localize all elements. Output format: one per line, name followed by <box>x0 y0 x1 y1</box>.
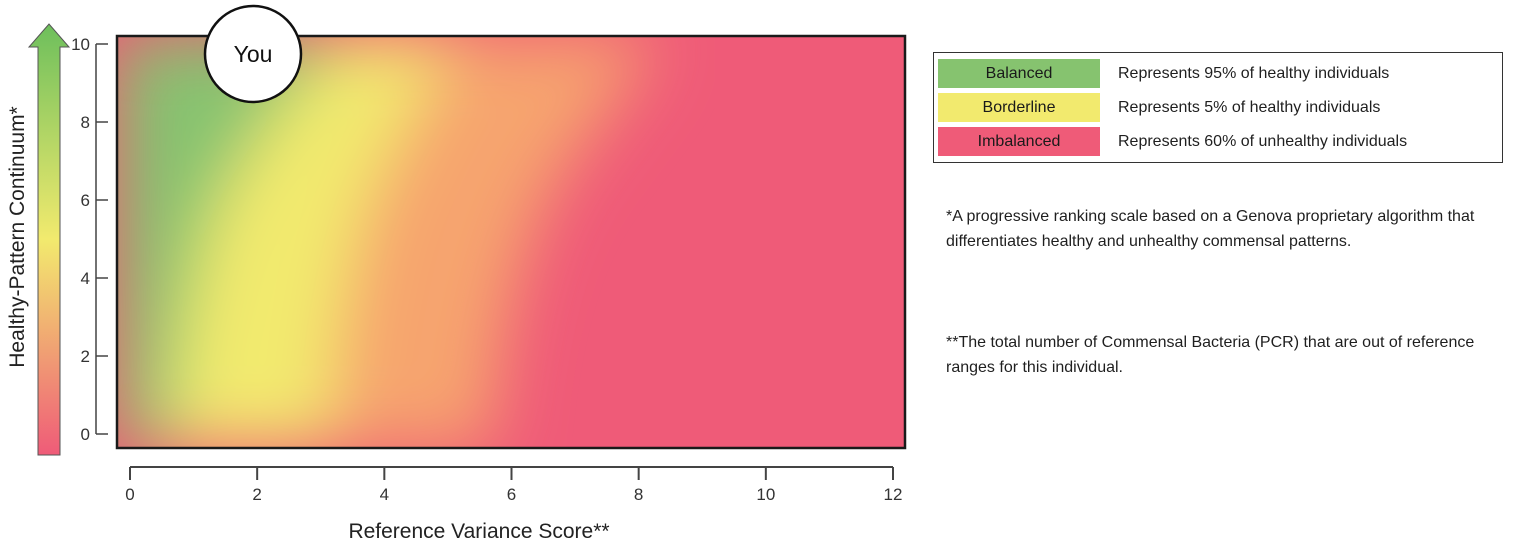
x-axis: 0 2 4 6 8 10 12 <box>125 466 903 504</box>
you-marker-label: You <box>234 41 273 67</box>
legend-row-balanced: Balanced Represents 95% of healthy indiv… <box>938 57 1498 90</box>
you-marker[interactable]: You <box>203 4 303 104</box>
x-tick-label: 12 <box>884 485 903 504</box>
x-tick-label: 4 <box>380 485 389 504</box>
x-tick-label: 6 <box>507 485 516 504</box>
x-tick-label: 8 <box>634 485 643 504</box>
legend-desc-imbalanced: Represents 60% of unhealthy individuals <box>1118 132 1408 150</box>
x-axis-title: Reference Variance Score** <box>348 520 609 543</box>
y-tick-label: 10 <box>71 35 90 54</box>
footnote-healthy-pattern: *A progressive ranking scale based on a … <box>946 208 1475 250</box>
y-tick-label: 4 <box>81 269 90 288</box>
y-tick-label: 8 <box>81 113 90 132</box>
chart: 0 2 4 6 8 10 0 2 4 6 8 10 12 Reference Variance Sco… <box>6 4 907 543</box>
legend-swatch-imbalanced: Imbalanced <box>938 127 1100 156</box>
x-tick-label: 10 <box>756 485 775 504</box>
y-tick-label: 0 <box>81 425 90 444</box>
plot-frame <box>115 34 907 450</box>
legend-desc-balanced: Represents 95% of healthy individuals <box>1118 64 1390 82</box>
heatmap-area <box>117 36 905 448</box>
footnote-variance-score: **The total number of Commensal Bacteria… <box>946 334 1475 376</box>
legend-row-borderline: Borderline Represents 5% of healthy indi… <box>938 91 1498 124</box>
y-axis: 0 2 4 6 8 10 <box>71 35 108 444</box>
legend-desc-borderline: Represents 5% of healthy individuals <box>1118 98 1381 116</box>
legend-swatch-balanced: Balanced <box>938 59 1100 88</box>
y-tick-label: 6 <box>81 191 90 210</box>
legend: Balanced Represents 95% of healthy indiv… <box>933 52 1503 163</box>
you-marker-circle <box>203 4 303 104</box>
x-tick-label: 0 <box>125 485 134 504</box>
x-tick-label: 2 <box>252 485 261 504</box>
y-tick-label: 2 <box>81 347 90 366</box>
y-axis-title: Healthy-Pattern Continuum* <box>6 106 29 367</box>
y-axis-arrow <box>27 23 71 456</box>
legend-row-imbalanced: Imbalanced Represents 60% of unhealthy i… <box>938 125 1498 158</box>
legend-swatch-borderline: Borderline <box>938 93 1100 122</box>
